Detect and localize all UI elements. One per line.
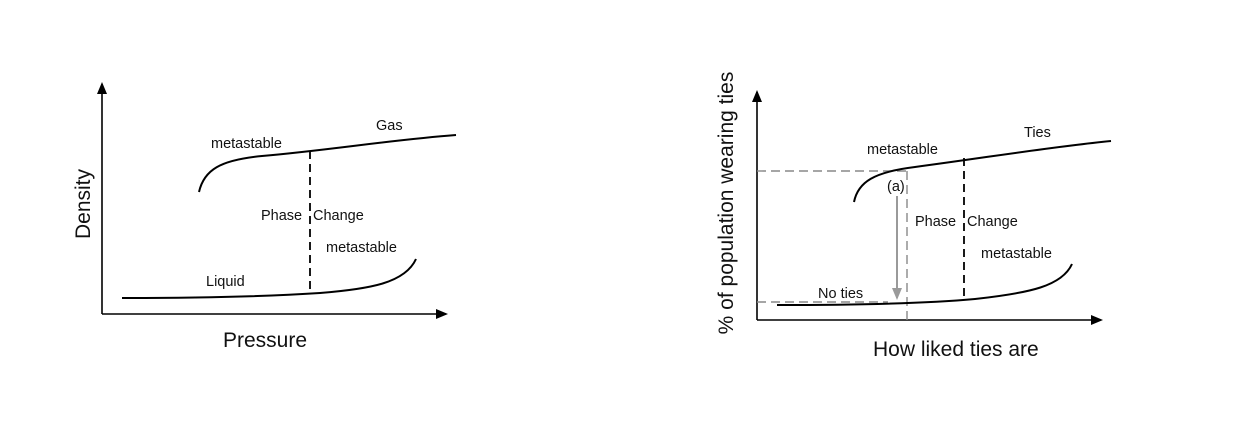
right-panel: Ties metastable (a) Phase Change metasta… — [715, 72, 1112, 361]
right-no-ties-curve — [776, 263, 1073, 306]
left-change-label: Change — [313, 208, 364, 224]
left-x-axis-title: Pressure — [223, 329, 307, 352]
right-phase-label: Phase — [915, 214, 956, 230]
left-metastable-upper-label: metastable — [211, 136, 282, 152]
right-change-label: Change — [967, 214, 1018, 230]
left-liquid-label: Liquid — [206, 274, 245, 290]
right-marker-a-label: (a) — [887, 179, 905, 195]
left-panel: Gas metastable Phase Change metastable L… — [72, 82, 457, 352]
left-y-axis-title: Density — [72, 168, 95, 239]
left-metastable-lower-label: metastable — [326, 240, 397, 256]
right-metastable-upper-label: metastable — [867, 142, 938, 158]
right-y-axis-title: % of population wearing ties — [715, 72, 738, 335]
left-gas-curve — [198, 134, 457, 193]
left-liquid-curve — [121, 258, 417, 299]
left-gas-label: Gas — [376, 118, 403, 134]
left-phase-label: Phase — [261, 208, 302, 224]
right-metastable-lower-label: metastable — [981, 246, 1052, 262]
right-ties-label: Ties — [1024, 125, 1051, 141]
right-no-ties-label: No ties — [818, 286, 863, 302]
right-ties-curve — [853, 140, 1112, 203]
right-x-axis-title: How liked ties are — [873, 338, 1039, 361]
